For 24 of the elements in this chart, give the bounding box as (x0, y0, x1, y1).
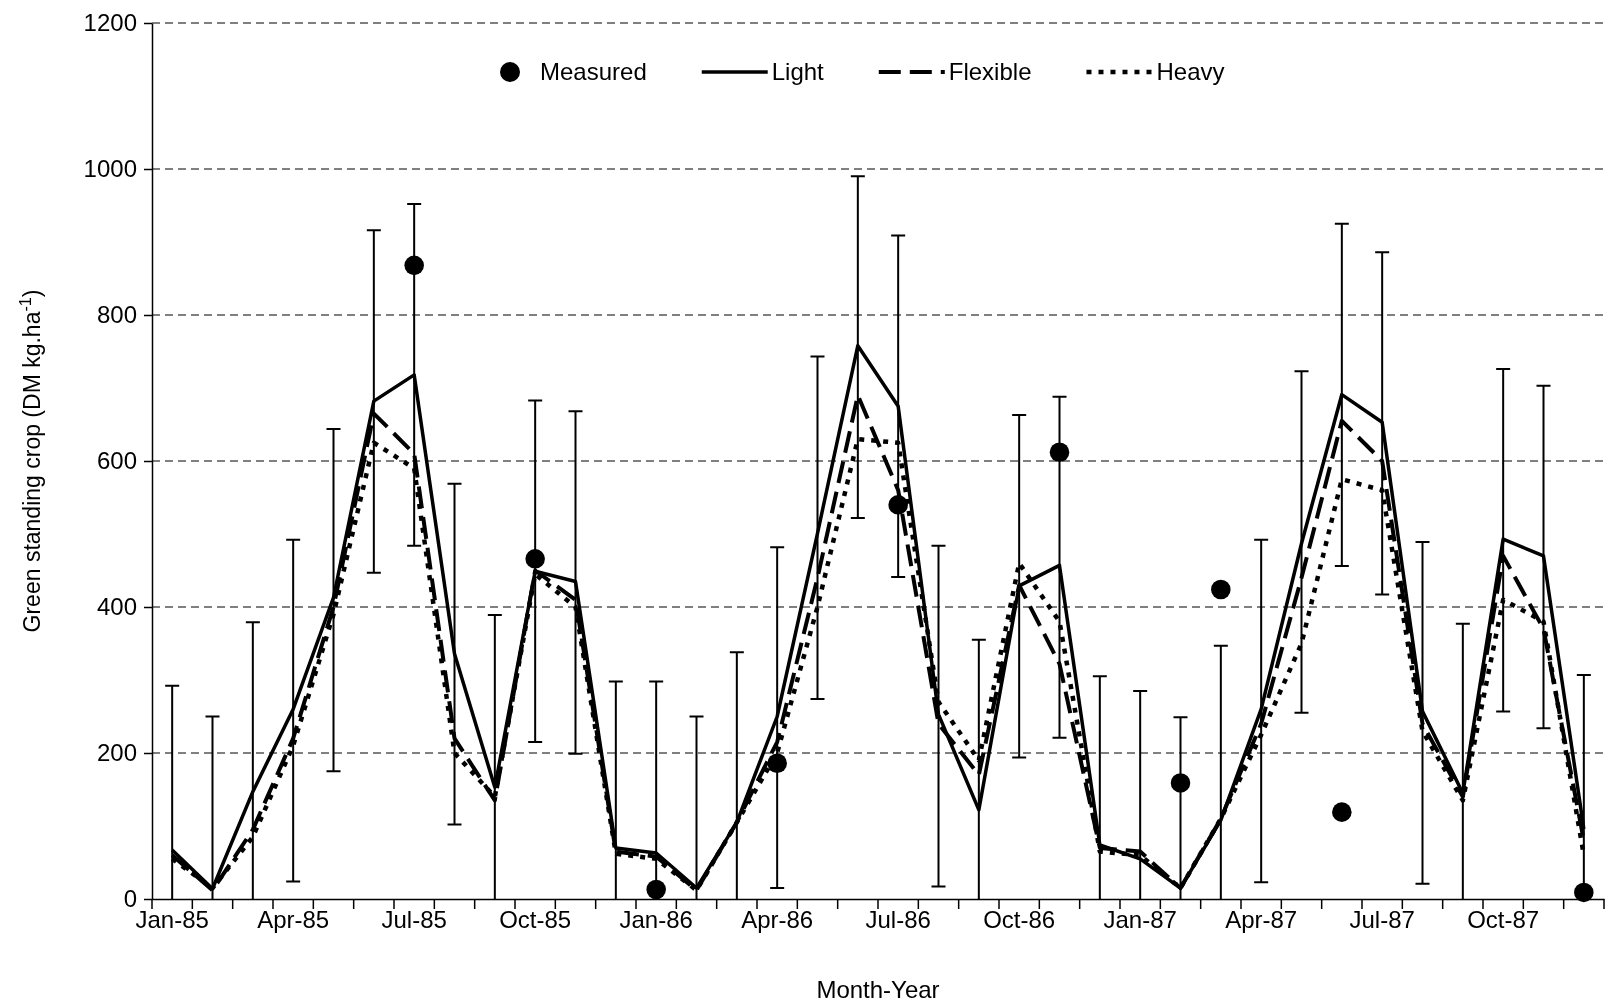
x-tick-label: Apr-85 (257, 906, 330, 934)
x-tick-label: Jan-85 (135, 906, 209, 934)
y-tick-label: 0 (123, 885, 137, 913)
y-tick-label: 600 (96, 447, 137, 475)
legend-label: Light (771, 58, 825, 85)
x-tick-label: Jul-87 (1349, 906, 1415, 934)
x-tick-label: Jul-85 (381, 906, 447, 934)
x-tick-label: Apr-86 (741, 906, 814, 934)
x-tick-label: Jan-87 (1103, 906, 1177, 934)
x-tick-label: Jul-86 (865, 906, 931, 934)
x-tick-label: Jan-86 (619, 906, 693, 934)
x-axis-title: Month-Year (816, 976, 940, 1003)
y-tick-label: 800 (96, 301, 137, 329)
legend-label: Measured (540, 58, 647, 85)
legend-label: Heavy (1156, 58, 1225, 85)
y-tick-label: 1000 (83, 155, 137, 183)
x-tick-label: Oct-87 (1467, 906, 1540, 934)
legend-label: Flexible (948, 58, 1032, 85)
y-tick-label: 200 (96, 739, 137, 767)
x-tick-label: Apr-87 (1225, 906, 1298, 934)
x-tick-label: Oct-86 (983, 906, 1056, 934)
x-tick-label: Oct-85 (499, 906, 572, 934)
y-tick-label: 400 (96, 593, 137, 621)
y-tick-label: 1200 (83, 9, 137, 37)
